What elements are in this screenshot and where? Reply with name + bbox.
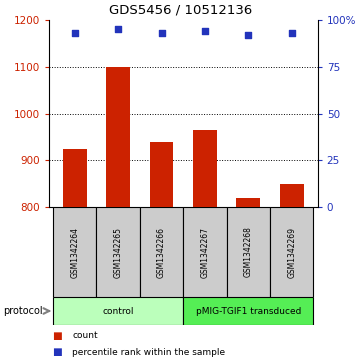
Bar <box>193 130 217 207</box>
Text: control: control <box>103 306 134 315</box>
Text: percentile rank within the sample: percentile rank within the sample <box>72 348 225 357</box>
Bar <box>183 207 227 297</box>
Text: GSM1342268: GSM1342268 <box>244 227 253 277</box>
Bar <box>236 197 260 207</box>
Bar <box>227 207 270 297</box>
Text: GSM1342267: GSM1342267 <box>200 227 209 277</box>
Point <box>202 28 208 34</box>
Text: GSM1342264: GSM1342264 <box>70 227 79 277</box>
Bar <box>183 297 313 325</box>
Bar <box>280 184 304 207</box>
Bar <box>63 148 87 207</box>
Text: ■: ■ <box>52 331 62 340</box>
Point <box>289 30 295 36</box>
Bar <box>270 207 313 297</box>
Point <box>72 30 78 36</box>
Text: pMIG-TGIF1 transduced: pMIG-TGIF1 transduced <box>196 306 301 315</box>
Text: GSM1342265: GSM1342265 <box>114 227 123 277</box>
Text: count: count <box>72 331 98 340</box>
Point <box>115 26 121 32</box>
Text: protocol: protocol <box>4 306 43 316</box>
Bar <box>149 142 173 207</box>
Point <box>158 30 164 36</box>
Text: GDS5456 / 10512136: GDS5456 / 10512136 <box>109 4 252 16</box>
Text: GSM1342269: GSM1342269 <box>287 227 296 277</box>
Bar <box>96 207 140 297</box>
Bar <box>53 297 183 325</box>
Bar <box>106 67 130 207</box>
Bar <box>140 207 183 297</box>
Point <box>245 32 251 38</box>
Bar <box>53 207 96 297</box>
Text: ■: ■ <box>52 347 62 357</box>
Text: GSM1342266: GSM1342266 <box>157 227 166 277</box>
